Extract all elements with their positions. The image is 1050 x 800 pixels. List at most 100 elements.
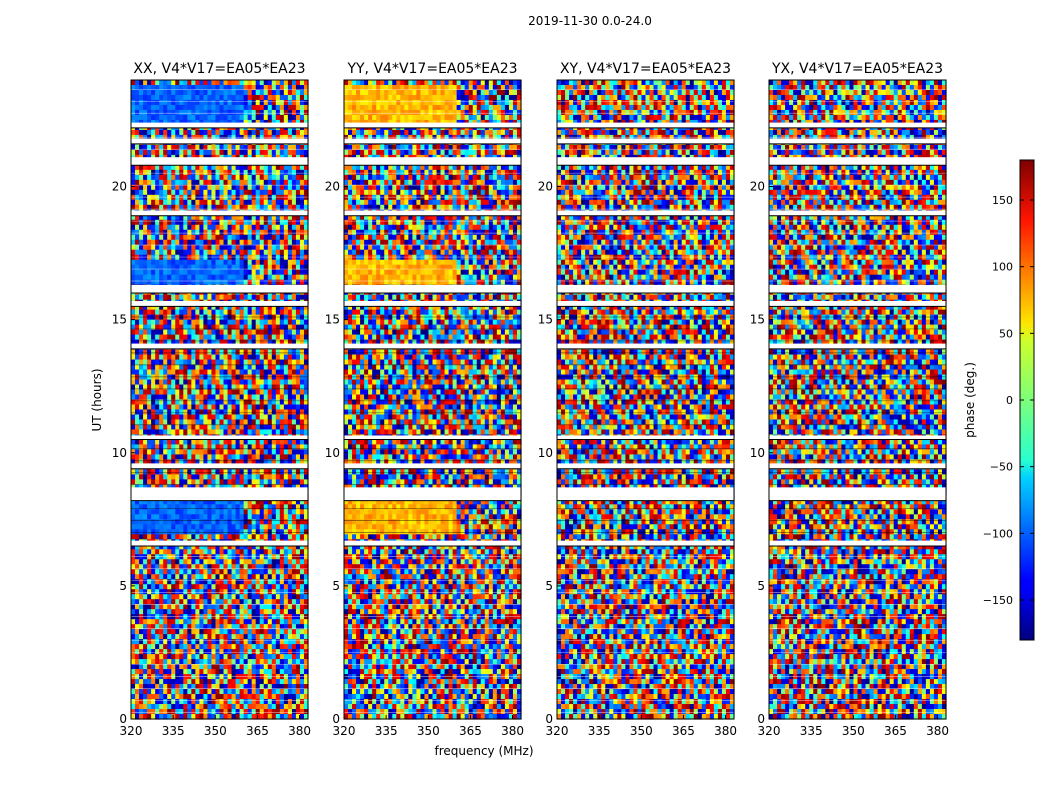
phase-cell [299,474,305,480]
phase-cell [167,609,172,615]
phase-cell [131,579,136,585]
phase-cell [191,564,196,570]
phase-cell [151,379,156,386]
phase-cell [299,384,305,391]
phase-cell [211,144,217,151]
phase-cell [279,269,285,276]
phase-cell [195,264,200,271]
phase-cell [251,219,257,226]
phase-cell [139,194,144,201]
phase-cell [263,264,269,271]
phase-cell [183,99,188,106]
phase-cell [179,424,184,431]
phase-cell [279,144,285,151]
phase-cell [219,334,225,341]
phase-cell [279,354,285,361]
phase-cell [163,309,168,316]
phase-cell [155,569,160,575]
phase-cell [283,199,289,206]
phase-cell [155,619,160,625]
phase-cell [151,619,156,625]
phase-cell [255,374,261,381]
phase-cell [135,174,140,181]
phase-cell [179,599,184,605]
phase-cell [159,89,164,96]
phase-cell [187,329,192,336]
phase-cell [247,399,253,406]
phase-cell [191,324,196,331]
phase-cell [195,234,200,241]
phase-cell [183,239,188,246]
phase-cell [295,134,301,141]
phase-cell [195,619,200,625]
phase-cell [151,529,156,535]
phase-cell [235,379,241,386]
phase-cell [247,424,253,431]
phase-cell [231,349,237,356]
phase-cell [219,574,225,580]
phase-cell [175,469,180,475]
phase-cell [223,174,229,181]
phase-cell [199,294,205,301]
phase-cell [271,429,277,436]
phase-cell [171,474,176,480]
phase-cell [243,499,249,505]
phase-cell [211,634,217,640]
phase-cell [215,549,221,555]
phase-cell [163,514,168,520]
phase-cell [303,579,309,585]
phase-cell [251,374,257,381]
phase-cell [131,359,136,366]
phase-cell [155,599,160,605]
phase-cell [167,134,172,141]
phase-cell [179,639,184,645]
phase-cell [215,529,221,535]
phase-cell [267,389,273,396]
phase-cell [183,594,188,600]
phase-cell [251,639,257,645]
phase-cell [255,584,261,590]
phase-cell [179,334,184,341]
phase-cell [155,134,160,141]
phase-cell [287,194,293,201]
phase-cell [175,279,180,286]
phase-cell [287,134,293,141]
phase-cell [275,484,281,490]
phase-cell [247,594,253,600]
phase-cell [183,479,188,485]
phase-cell [187,149,192,156]
phase-cell [275,80,281,86]
phase-cell [187,484,192,490]
phase-cell [159,309,164,316]
phase-cell [179,529,184,535]
phase-cell [147,609,152,615]
phase-cell [267,624,273,630]
phase-cell [267,404,273,411]
phase-cell [167,239,172,246]
phase-cell [239,379,245,386]
phase-cell [295,379,301,386]
phase-cell [139,339,144,346]
phase-cell [179,354,184,361]
phase-cell [283,384,289,391]
phase-cell [183,454,188,460]
phase-cell [203,599,209,605]
phase-cell [159,184,164,191]
phase-cell [287,629,293,635]
phase-cell [227,399,233,406]
phase-cell [163,329,168,336]
phase-cell [191,509,196,515]
phase-cell [239,334,245,341]
phase-cell [147,354,152,361]
phase-cell [239,399,245,406]
phase-cell [199,599,205,605]
phase-cell [223,354,229,361]
phase-cell [275,414,281,421]
phase-cell [155,164,160,171]
phase-cell [163,524,168,530]
phase-cell [259,419,265,426]
phase-cell [291,439,297,446]
phase-cell [283,534,289,540]
phase-cell [239,324,245,331]
phase-cell [239,564,245,570]
